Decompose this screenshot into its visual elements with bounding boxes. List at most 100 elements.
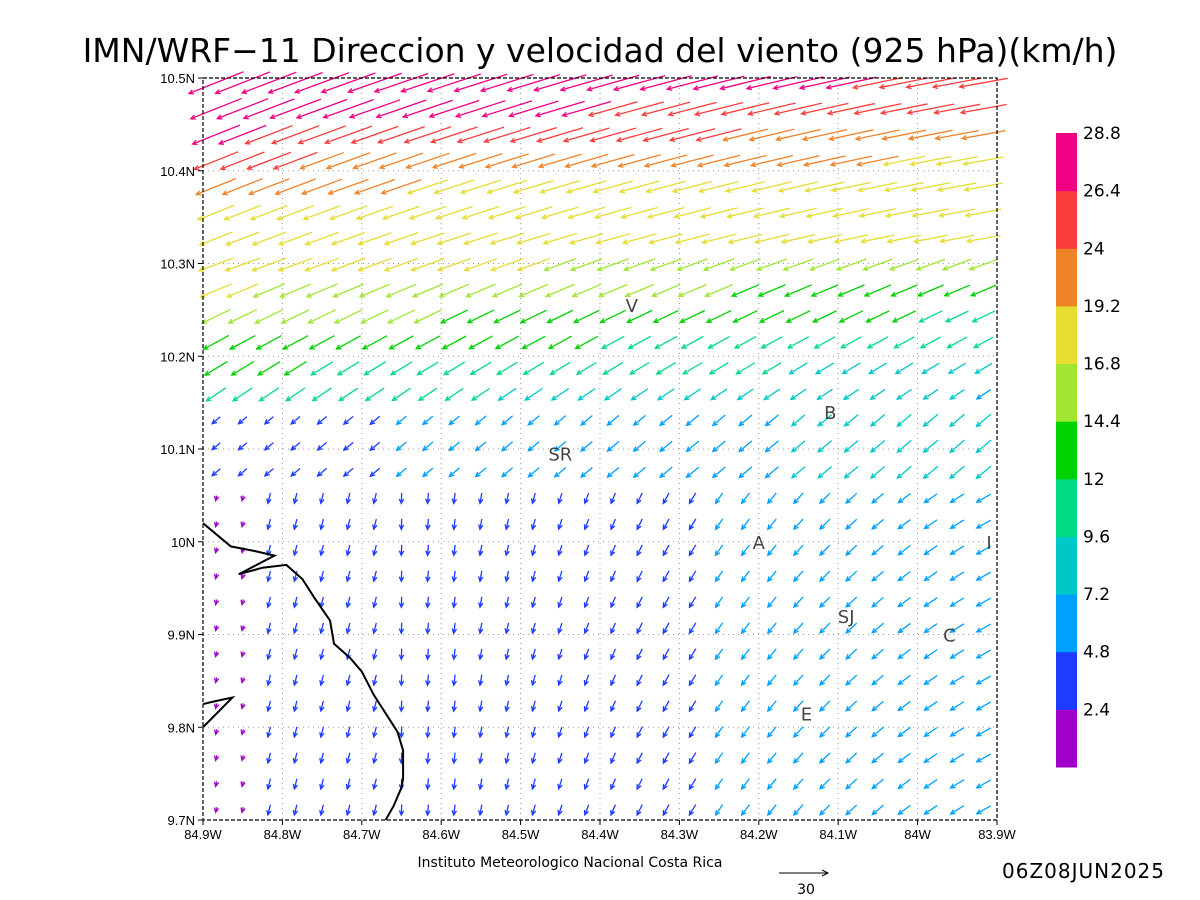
wind-arrow <box>614 101 665 117</box>
wind-arrow <box>557 778 563 791</box>
wind-arrow <box>462 232 498 246</box>
wind-arrow <box>223 204 262 221</box>
wind-arrow <box>444 387 464 402</box>
wind-arrow <box>949 571 965 582</box>
wind-arrow <box>319 752 325 765</box>
wind-arrow <box>746 102 796 116</box>
wind-arrow <box>818 518 831 531</box>
wind-arrow <box>311 387 332 402</box>
x-tick-label: 84.2W <box>740 827 778 842</box>
wind-arrow <box>193 151 239 171</box>
wind-arrow <box>398 518 405 531</box>
wind-arrow <box>345 596 351 609</box>
wind-arrow <box>464 283 496 298</box>
wind-arrow <box>843 414 859 427</box>
colorbar-segment <box>1056 363 1077 422</box>
wind-arrow <box>557 570 563 583</box>
wind-arrow <box>702 258 735 272</box>
wind-arrow <box>826 102 875 116</box>
wind-arrow <box>255 335 282 350</box>
wind-arrow <box>383 232 419 246</box>
wind-arrow <box>668 128 716 143</box>
wind-arrow <box>267 71 323 94</box>
wind-arrow <box>489 232 525 246</box>
wind-arrow <box>345 674 351 687</box>
wind-arrow <box>883 181 924 193</box>
wind-arrow <box>676 258 709 272</box>
wind-arrow <box>385 283 417 298</box>
wind-arrow <box>817 414 833 427</box>
wind-arrow <box>896 465 912 480</box>
wind-arrow <box>918 310 943 323</box>
wind-arrow <box>845 804 858 816</box>
wind-arrow <box>729 258 761 272</box>
y-tick-label: 10.4N <box>160 164 195 179</box>
timestamp: 06Z08JUN2025 <box>1002 859 1165 883</box>
wind-arrow <box>448 441 460 452</box>
wind-arrow <box>518 283 549 298</box>
wind-arrow <box>923 649 938 660</box>
wind-arrow <box>948 439 965 454</box>
wind-arrow <box>196 204 235 221</box>
wind-arrow <box>461 206 500 220</box>
wind-arrow <box>425 518 431 531</box>
wind-arrow <box>662 674 670 687</box>
wind-arrow <box>398 622 405 635</box>
wind-arrow <box>346 72 402 94</box>
wind-arrow <box>583 518 590 531</box>
wind-arrow <box>425 544 431 557</box>
wind-arrow <box>843 440 859 453</box>
wind-arrow <box>648 233 683 245</box>
colorbar-segment <box>1056 248 1077 307</box>
wind-arrow <box>251 231 286 246</box>
wind-arrow <box>897 570 911 582</box>
wind-arrow <box>575 361 597 376</box>
wind-arrow <box>704 284 733 298</box>
wind-arrow <box>740 622 750 635</box>
wind-arrow <box>574 335 599 350</box>
wind-arrow <box>263 468 274 477</box>
wind-arrow <box>421 415 434 426</box>
wind-arrow <box>292 596 299 609</box>
y-tick-label: 10.2N <box>160 349 195 364</box>
wind-arrow <box>319 544 325 557</box>
wind-arrow <box>567 206 606 220</box>
wind-arrow <box>610 726 617 739</box>
y-tick-label: 9.8N <box>168 720 195 735</box>
wind-arrow <box>361 335 388 350</box>
wind-arrow <box>553 441 567 452</box>
reference-vector: 30 <box>779 869 830 898</box>
wind-arrow <box>688 570 697 583</box>
wind-arrow <box>297 125 346 145</box>
wind-arrow <box>659 414 673 427</box>
wind-arrow <box>213 807 220 814</box>
wind-arrow <box>851 76 903 90</box>
wind-arrow <box>792 596 804 609</box>
wind-arrow <box>662 622 670 635</box>
wind-arrow <box>692 75 745 91</box>
wind-arrow <box>662 778 670 791</box>
wind-arrow <box>818 700 831 712</box>
wind-arrow <box>740 570 750 583</box>
wind-arrow <box>923 623 938 634</box>
wind-arrow <box>714 648 724 661</box>
wind-arrow <box>943 284 971 297</box>
wind-arrow <box>939 234 975 244</box>
wind-arrow <box>624 283 654 298</box>
wind-arrow <box>383 257 419 272</box>
wind-arrow <box>738 466 753 479</box>
wind-arrow <box>659 466 673 479</box>
wind-arrow <box>410 232 445 246</box>
wind-arrow <box>975 675 992 685</box>
wind-arrow <box>319 778 325 791</box>
wind-arrow <box>369 415 381 426</box>
wind-arrow <box>912 234 948 244</box>
city-label: SJ <box>838 607 855 628</box>
wind-arrow <box>662 700 670 713</box>
wind-arrow <box>674 233 710 245</box>
wind-arrow <box>345 518 351 531</box>
wind-arrow <box>910 182 951 193</box>
wind-arrow <box>537 153 582 169</box>
wind-arrow <box>398 544 405 557</box>
wind-arrow <box>414 335 441 350</box>
